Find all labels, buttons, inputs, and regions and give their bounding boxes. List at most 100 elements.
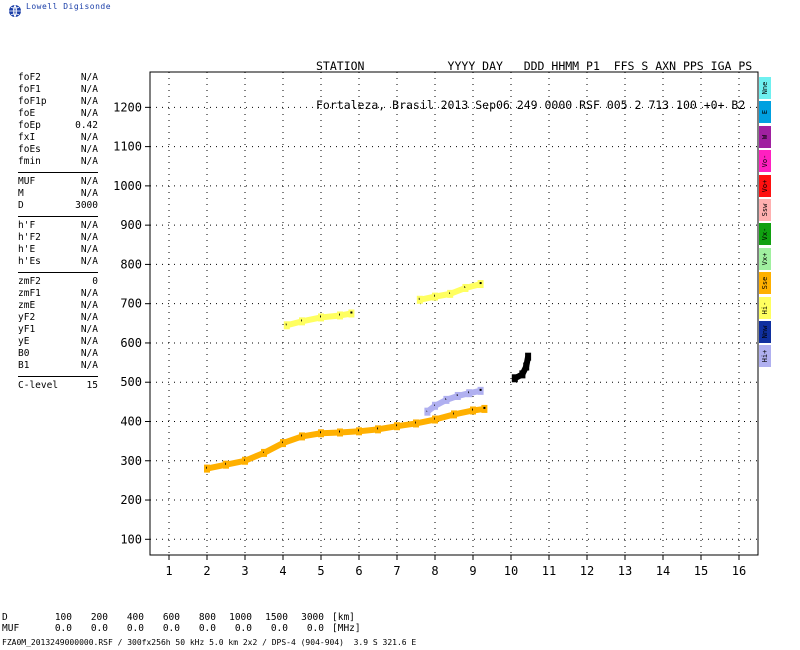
parameter-value: N/A <box>80 188 98 199</box>
trace-point-core <box>479 388 482 391</box>
parameter-row: foF1p N/A <box>18 96 98 108</box>
trace-segment <box>320 312 341 321</box>
legend-label: Hi- <box>761 301 769 314</box>
muf-label: MUF <box>2 623 20 634</box>
trace-segment <box>453 407 474 418</box>
x-tick-label: 15 <box>694 564 708 578</box>
parameter-row: foF1 N/A <box>18 84 98 96</box>
brand: Lowell Digisonde <box>8 2 111 18</box>
distance-row: D 100 200 400 600 800 1000 1500 3000 [km] <box>2 612 361 623</box>
x-tick-label: 2 <box>203 564 210 578</box>
parameter-row: foE N/A <box>18 108 98 120</box>
parameter-name: fxI <box>18 132 36 143</box>
distance-value: 1000 <box>229 612 252 623</box>
parameter-value: 0 <box>92 276 98 287</box>
y-tick-label: 1200 <box>113 100 142 114</box>
legend-label: E <box>761 110 769 115</box>
y-tick-label: 400 <box>120 414 142 428</box>
trace-point-core <box>483 406 486 409</box>
trace-segment <box>262 440 285 456</box>
header-values: Fortaleza, Brasil 2013 Sep06 249 0000 RS… <box>316 98 746 112</box>
distance-value: 600 <box>162 612 180 623</box>
parameter-row: h'Es N/A <box>18 256 98 268</box>
x-tick-label: 1 <box>165 564 172 578</box>
parameter-value: N/A <box>80 232 98 243</box>
y-tick-label: 1100 <box>113 140 142 154</box>
parameter-row: fmin N/A <box>18 156 98 168</box>
x-tick-label: 7 <box>393 564 400 578</box>
header-labels: STATION YYYY DAY DDD HHMM P1 FFS S AXN P… <box>316 59 753 73</box>
parameter-row: B1 N/A <box>18 360 98 372</box>
parameter-row: zmE N/A <box>18 300 98 312</box>
distance-value: 3000 <box>301 612 324 623</box>
muf-value: 0.0 <box>306 623 324 634</box>
muf-value: 0.0 <box>90 623 108 634</box>
trace-segment <box>434 411 455 423</box>
parameter-value: N/A <box>80 244 98 255</box>
trace-segment <box>396 420 417 430</box>
trace-segment <box>320 429 341 437</box>
parameter-row: MUF N/A <box>18 176 98 188</box>
trace-segment <box>339 428 360 436</box>
parameter-row: h'E N/A <box>18 244 98 256</box>
muf-value: 0.0 <box>198 623 216 634</box>
muf-row: MUF 0.0 0.0 0.0 0.0 0.0 0.0 0.0 0.0 [MHz] <box>2 623 361 634</box>
parameter-name: foE <box>18 108 36 119</box>
parameter-row: foEs N/A <box>18 144 98 156</box>
x-tick-label: 14 <box>656 564 670 578</box>
trace-segment <box>243 450 266 464</box>
parameter-row: M N/A <box>18 188 98 200</box>
y-tick-label: 100 <box>120 532 142 546</box>
legend-swatch: Vo- <box>759 150 771 173</box>
parameter-name: yF2 <box>18 312 36 323</box>
parameter-name: foEp <box>18 120 41 131</box>
parameter-value: N/A <box>80 156 98 167</box>
plot-frame <box>149 71 759 556</box>
parameter-name: zmE <box>18 300 36 311</box>
parameter-name: h'E <box>18 244 36 255</box>
parameter-name: foF1 <box>18 84 41 95</box>
parameter-name: foF2 <box>18 72 41 83</box>
x-tick-label: 16 <box>732 564 746 578</box>
trace-segment <box>282 433 303 446</box>
trace-segment <box>358 426 379 435</box>
distance-value: 100 <box>54 612 72 623</box>
x-tick-label: 5 <box>317 564 324 578</box>
legend-label: Ssw <box>761 203 769 217</box>
parameter-name: h'F <box>18 220 36 231</box>
legend-label: Nne <box>761 81 769 95</box>
legend-swatch: Nne <box>759 77 771 99</box>
parameter-name: C-level <box>18 380 59 391</box>
legend-label: Vo- <box>761 154 769 168</box>
parameter-value: N/A <box>80 336 98 347</box>
distance-value: 1500 <box>265 612 288 623</box>
y-tick-label: 1000 <box>113 179 142 193</box>
muf-value: 0.0 <box>270 623 288 634</box>
parameter-name: D <box>18 200 24 211</box>
legend-swatch: E <box>759 101 771 124</box>
muf-unit: [MHz] <box>332 623 361 634</box>
parameter-value: N/A <box>80 348 98 359</box>
distance-value: 800 <box>198 612 216 623</box>
distance-value: 400 <box>126 612 144 623</box>
parameter-value: N/A <box>80 324 98 335</box>
parameter-separator <box>18 216 98 217</box>
x-tick-label: 10 <box>504 564 518 578</box>
polarization-legend: Nne E W Vo- Vo+ Ssw Vx- Vx+ Sse Hi- Nnw Hi+ <box>759 77 771 370</box>
legend-label: W <box>761 134 769 139</box>
parameter-value: N/A <box>80 144 98 155</box>
parameter-row: yE N/A <box>18 336 98 348</box>
parameter-name: M <box>18 188 24 199</box>
y-tick-label: 900 <box>120 218 142 232</box>
parameter-value: 15 <box>86 380 98 391</box>
parameter-name: B0 <box>18 348 30 359</box>
distance-value: 200 <box>90 612 108 623</box>
distance-label: D <box>2 612 8 623</box>
legend-swatch: Sse <box>759 272 771 295</box>
legend-swatch: Ssw <box>759 198 771 221</box>
parameter-row: h'F N/A <box>18 220 98 232</box>
parameter-value: N/A <box>80 300 98 311</box>
legend-swatch: Hi+ <box>759 345 771 368</box>
trace-point-core <box>479 282 482 285</box>
parameter-row: foF2 N/A <box>18 72 98 84</box>
